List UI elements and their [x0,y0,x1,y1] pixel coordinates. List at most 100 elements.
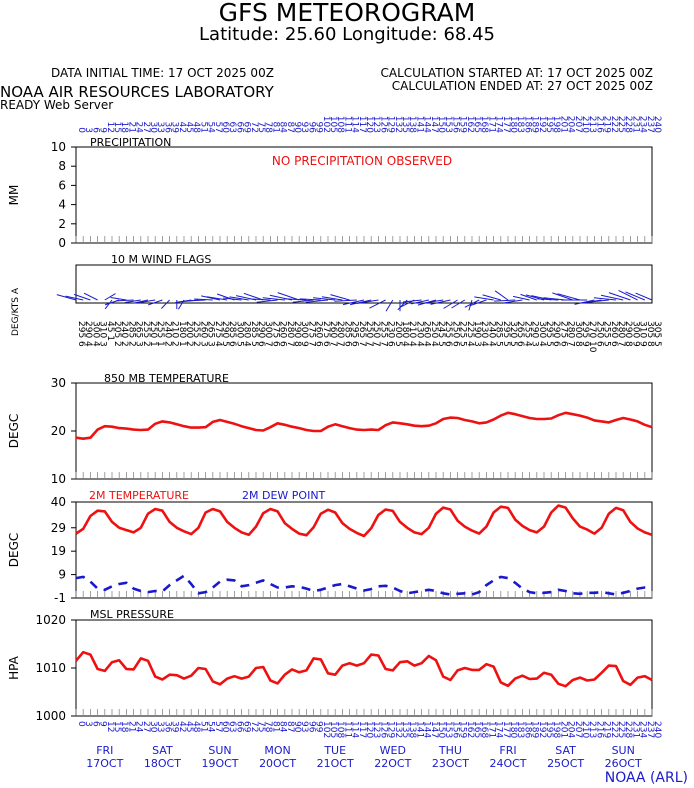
wind-barb [451,299,466,309]
top-hour-label: 24 [134,122,144,134]
series-line [75,411,653,441]
day-of-week-label: THU [438,744,462,757]
wind-value-label: 300 9 [630,321,640,347]
bottom-hour-label: 3 [83,721,93,727]
wind-value-label: 285 5 [249,321,259,347]
top-hour-label: 87 [285,122,295,133]
bottom-hour-label: 213 [587,721,597,738]
wind-value-label: 295 5 [501,321,511,347]
wind-value-label: 305 5 [652,321,662,347]
wind-value-label: 275 7 [306,321,316,347]
bottom-hour-label: 105 [328,721,338,738]
wind-barb [422,299,444,304]
top-hour-label: 156 [450,116,460,133]
day-date-label: 20OCT [259,757,296,770]
top-hour-label: 165 [472,116,482,133]
bottom-hour-label: 195 [544,721,554,738]
wind-barb [443,299,458,309]
series-line [75,574,652,596]
wind-value-label: 250 4 [429,321,439,347]
wind-value-label: 180 1 [177,321,187,347]
wind-value-label: 200 5 [393,321,403,347]
top-hour-label: 195 [544,116,554,133]
wind-barb [350,299,372,306]
wind-barb [83,292,98,301]
temperature-2m-panel: 2M TEMPERATURE 2M DEW POINT -1 9 19 29 40 DEGC [7,489,653,605]
top-hour-label: 171 [486,116,496,133]
msl-pressure-panel: MSL PRESSURE 1000 1010 1020 HPA [7,608,653,723]
wind-barb [494,290,509,301]
wind-value-label: 255 7 [378,321,388,347]
wind-value-label: 320 5 [508,321,518,347]
top-hour-label: 198 [551,116,561,133]
wind-value-label: 305 8 [645,321,655,347]
bottom-hour-label: 219 [602,721,612,738]
wind-value-label: 250 7 [371,321,381,347]
wind-value-label: 250 6 [450,321,460,347]
location-subtitle: Latitude: 25.60 Longitude: 68.45 [199,24,495,45]
y-tick-label: 4 [58,198,66,212]
day-date-label: 21OCT [317,757,354,770]
wind-barb [537,298,559,301]
wind-barb [161,299,170,309]
wind-value-label: 240 4 [486,321,496,347]
wind-barb [330,294,350,301]
wind-value-label: 265 6 [515,321,525,347]
bottom-hour-label: 66 [234,721,244,733]
top-hour-label: 39 [170,122,180,134]
top-hour-label: 180 [508,116,518,133]
wind-value-label: 230 4 [414,321,424,347]
top-hour-label: 159 [458,116,468,133]
y-tick-label: 1010 [35,661,66,675]
wind-barb [618,289,638,301]
bottom-hour-label: 93 [299,721,309,732]
bottom-hour-label: 27 [141,721,151,732]
wind-value-label: 280 7 [335,321,345,347]
wind-value-label: 300 4 [537,321,547,347]
wind-value-label: 300 8 [573,321,583,347]
bottom-hour-label: 72 [249,721,259,732]
day-date-label: 23OCT [432,757,469,770]
panel-title: 850 MB TEMPERATURE [104,372,229,385]
bottom-hour-label: 177 [501,721,511,738]
day-of-week-label: SAT [152,744,173,757]
top-hour-label: 222 [609,116,619,133]
wind-value-label: 295 6 [76,321,86,347]
wind-barb [625,291,645,301]
no-precip-annotation: NO PRECIPITATION OBSERVED [272,154,452,168]
day-of-week-label: TUE [323,744,346,757]
top-hour-label: 234 [638,116,648,133]
top-hour-label: 36 [162,122,172,134]
top-hour-label: 150 [436,116,446,133]
wind-value-label: 230 6 [386,321,396,347]
wind-value-label: 280 4 [242,321,252,347]
bottom-hour-label: 63 [227,721,237,732]
wind-value-label: 295 9 [580,321,590,347]
top-hour-label: 21 [126,122,136,133]
top-hour-label: 78 [263,122,273,134]
top-hour-label: 192 [537,116,547,133]
bottom-hour-label: 33 [155,721,165,732]
bottom-hour-label: 0 [76,721,86,727]
wind-barb [520,293,537,301]
day-of-week-label: FRI [499,744,516,757]
wind-value-label: 265 7 [357,321,367,347]
wind-barb [469,299,487,307]
top-hour-label: 132 [393,116,403,133]
bottom-hour-label: 102 [321,721,331,738]
bottom-hour-label: 216 [594,721,604,738]
bottom-hour-label: 123 [371,721,381,738]
wind-barb [124,299,141,303]
bottom-hour-label: 96 [306,721,316,733]
bottom-hour-label: 225 [616,721,626,738]
top-hour-label: 144 [422,116,432,133]
bottom-hour-label: 147 [429,721,439,738]
wind-value-label: 225 5 [458,321,468,347]
top-hour-label: 237 [645,116,655,133]
wind-value-label: 255 6 [443,321,453,347]
wind-barb [587,299,609,303]
top-hour-label: 123 [371,116,381,133]
wind-value-label: 255 1 [155,321,165,347]
y-tick-label: 1020 [35,613,66,627]
top-hour-label: 168 [479,116,489,133]
